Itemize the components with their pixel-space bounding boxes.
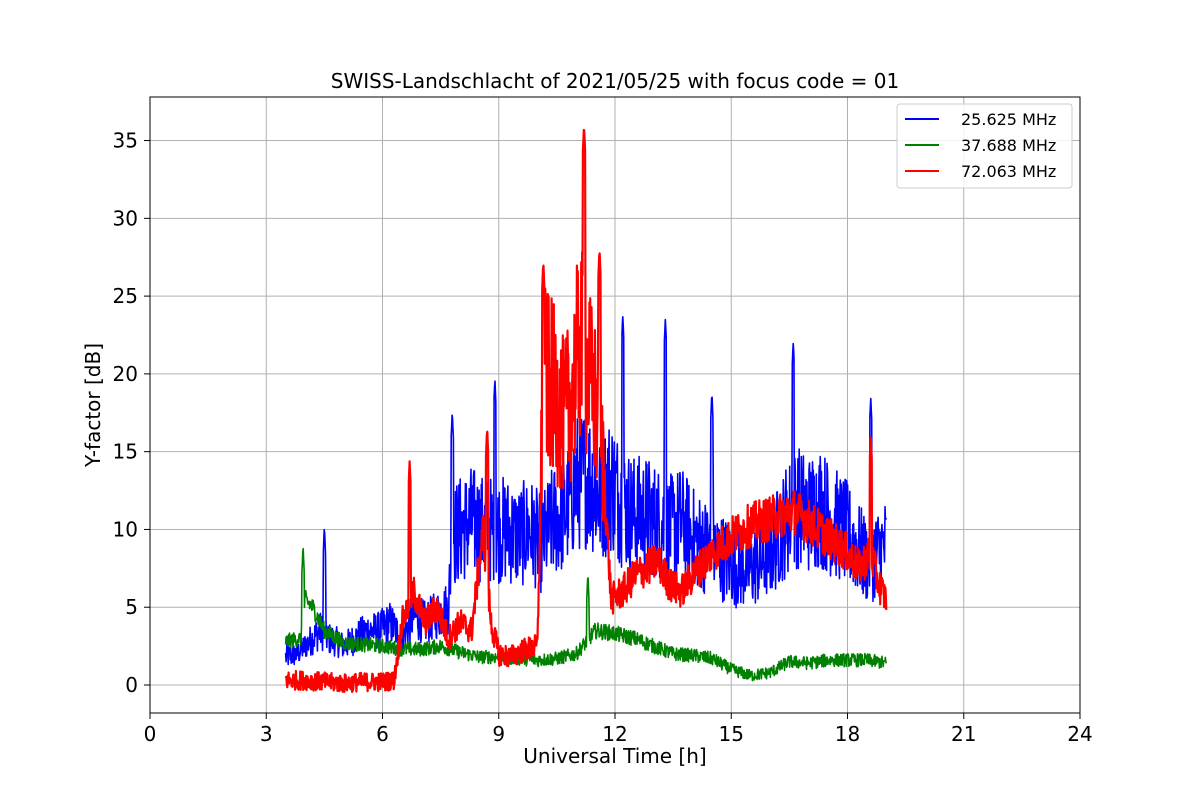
- y-tick-label: 25: [113, 284, 138, 308]
- legend-label: 25.625 MHz: [961, 110, 1056, 129]
- x-tick-label: 6: [376, 722, 389, 746]
- series-line-1: [284, 547, 888, 682]
- x-tick-label: 15: [719, 722, 744, 746]
- legend-label: 72.063 MHz: [961, 162, 1056, 181]
- y-tick-label: 20: [113, 362, 138, 386]
- x-tick-label: 9: [492, 722, 505, 746]
- legend-box: [896, 103, 1073, 189]
- chart-title: SWISS-Landschlacht of 2021/05/25 with fo…: [331, 69, 899, 93]
- y-tick-label: 30: [113, 206, 138, 230]
- x-axis-label: Universal Time [h]: [523, 744, 706, 768]
- legend-label: 37.688 MHz: [961, 136, 1056, 155]
- x-tick-label: 3: [260, 722, 273, 746]
- y-tick-label: 0: [125, 673, 138, 697]
- series-line-0: [284, 315, 888, 666]
- axis-ticks: 0 3 6 9 12 15 18 21 24 0 5 10 15 20 25 30 35: [113, 129, 1093, 746]
- y-tick-label: 15: [113, 440, 138, 464]
- legend: 25.625 MHz 37.688 MHz 72.063 MHz: [896, 103, 1073, 189]
- y-tick-label: 5: [125, 595, 138, 619]
- series-group: [284, 128, 888, 694]
- series-line-2: [284, 128, 888, 694]
- x-tick-label: 21: [951, 722, 976, 746]
- x-tick-label: 24: [1067, 722, 1092, 746]
- y-tick-label: 10: [113, 517, 138, 541]
- x-tick-label: 0: [144, 722, 157, 746]
- y-axis-label: Y-factor [dB]: [81, 343, 105, 468]
- y-tick-label: 35: [113, 129, 138, 153]
- x-tick-label: 18: [835, 722, 860, 746]
- x-tick-label: 12: [602, 722, 627, 746]
